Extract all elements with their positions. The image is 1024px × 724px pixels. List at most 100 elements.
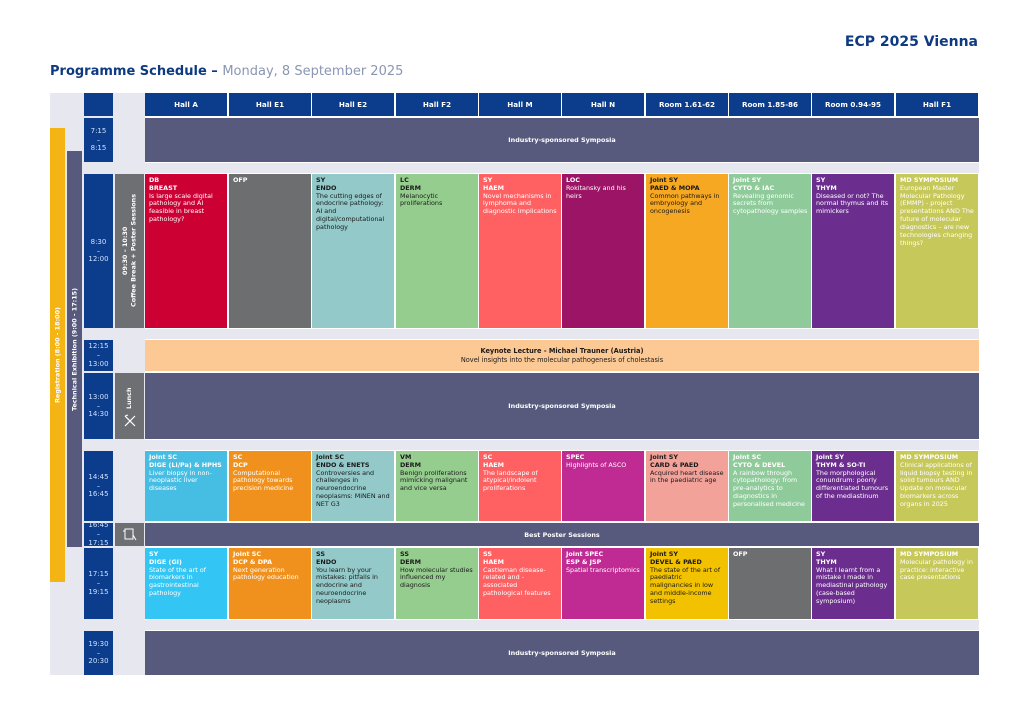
poster-icon-box — [115, 523, 144, 546]
session-cell[interactable]: Joint SC ENDO & ENETS Controversies and ch… — [312, 451, 394, 521]
time-end: 19:15 — [88, 587, 109, 596]
session-group: CARD & PAED — [650, 460, 699, 469]
session-cell[interactable]: SY ENDO The cutting edges of endocrine pat… — [312, 174, 394, 328]
title-date: Monday, 8 September 2025 — [222, 64, 404, 79]
session-cell[interactable]: OFP — [229, 174, 311, 328]
session-type: Joint SC — [149, 453, 178, 461]
time-end: 17:15 — [88, 538, 109, 547]
title-label: Programme Schedule – — [50, 64, 218, 79]
industry-symposia-band: Industry-sponsored Symposia — [145, 631, 979, 675]
time-sep: – — [96, 530, 101, 539]
hall-header: Hall M — [479, 93, 561, 116]
poster-icon — [122, 528, 136, 540]
session-cell[interactable]: SPEC Highlights of ASCO — [562, 451, 644, 521]
session-cell[interactable]: OFP — [729, 548, 811, 619]
session-type: Joint SC — [316, 453, 345, 461]
time-end: 16:45 — [88, 490, 109, 499]
session-group: ENDO & ENETS — [316, 460, 370, 469]
session-type: SS — [316, 550, 325, 558]
session-title: Castleman disease-related and -associate… — [483, 565, 551, 598]
session-title: Controversies and challenges in neuroend… — [316, 468, 390, 508]
session-type: SC — [233, 453, 243, 461]
session-group: THYM — [816, 557, 837, 566]
session-cell[interactable]: Joint SC CYTO & DEVEL A rainbow through cy… — [729, 451, 811, 521]
time-slot: 12:15–13:00 — [84, 340, 113, 371]
coffee-break-bar: 09:30 – 10:30 Coffee Break + Poster Sess… — [115, 174, 144, 328]
session-cell[interactable]: Joint SY DEVEL & PAED The state of the art… — [646, 548, 728, 619]
session-cell[interactable]: MD SYMPOSIUM Clinical applications of liq… — [896, 451, 978, 521]
session-type: DB — [149, 176, 160, 184]
session-group: HAEM — [483, 460, 505, 469]
session-title: Rokitansky and his heirs — [566, 183, 626, 200]
session-type: Joint SY — [650, 453, 679, 461]
session-cell[interactable]: Joint SY CYTO & IAC Revealing genomic secr… — [729, 174, 811, 328]
session-title: What I learnt from a mistake I made in m… — [816, 565, 888, 605]
session-title: The state of the art of paediatric malig… — [650, 565, 721, 605]
session-cell[interactable]: Joint SPEC ESP & JSP Spatial transcriptomi… — [562, 548, 644, 619]
session-cell[interactable]: LC DERM Melanocytic proliferations — [396, 174, 478, 328]
session-title: Common pathways in embryology and oncoge… — [650, 191, 720, 216]
industry-symposia-band: Industry-sponsored Symposia — [145, 118, 979, 162]
session-cell[interactable]: SY THYM Diseased or not? The normal thymus… — [812, 174, 894, 328]
session-cell[interactable]: Joint SC DCP & DPA Next generation patholo… — [229, 548, 311, 619]
session-cell[interactable]: MD SYMPOSIUM European Master Molecular Pa… — [896, 174, 978, 328]
session-cell[interactable]: SY THYM What I learnt from a mistake I mad… — [812, 548, 894, 619]
session-title: The cutting edges of endocrine pathology… — [316, 191, 385, 231]
session-cell[interactable]: Joint SC DIGE (Li/Pa) & HPHS Liver biopsy … — [145, 451, 227, 521]
time-slot: 8:30–12:00 — [84, 174, 113, 328]
time-start: 14:45 — [88, 472, 109, 481]
session-type: SY — [483, 176, 493, 184]
time-slot: 14:45–16:45 — [84, 451, 113, 521]
session-cell[interactable]: SC HAEM The landscape of atypical/indolent… — [479, 451, 561, 521]
session-cell[interactable]: SC DCP Computational pathology towards pre… — [229, 451, 311, 521]
session-type: Joint SPEC — [566, 550, 604, 558]
time-start: 8:30 — [90, 237, 107, 246]
session-group: ESP & JSP — [566, 557, 602, 566]
page-title: Programme Schedule – Monday, 8 September… — [50, 64, 403, 79]
session-cell[interactable]: MD SYMPOSIUM Molecular pathology in pract… — [896, 548, 978, 619]
time-slot: 19:30–20:30 — [84, 631, 113, 675]
session-cell[interactable]: SY HAEM Novel mechanisms in lymphoma and d… — [479, 174, 561, 328]
session-title: Acquired heart disease in the paediatric… — [650, 468, 724, 485]
session-cell[interactable]: LOC Rokitansky and his heirs — [562, 174, 644, 328]
hall-header: Room 0.94-95 — [812, 93, 894, 116]
session-cell[interactable]: Joint SY CARD & PAED Acquired heart diseas… — [646, 451, 728, 521]
time-sep: – — [96, 135, 101, 144]
session-cell[interactable]: DB BREAST Is large scale digital pathology… — [145, 174, 227, 328]
session-type: MD SYMPOSIUM — [900, 550, 959, 558]
session-cell[interactable]: Joint SY THYM & SO-TI The morphological co… — [812, 451, 894, 521]
session-group: CYTO & IAC — [733, 183, 775, 192]
session-type: SS — [400, 550, 409, 558]
session-cell[interactable]: Joint SY PAED & MOPA Common pathways in em… — [646, 174, 728, 328]
keynote-subtitle: Novel insights into the molecular pathog… — [460, 355, 664, 364]
time-start: 19:30 — [88, 639, 109, 648]
time-slot: 7:15–8:15 — [84, 118, 113, 162]
session-type: Joint SC — [233, 550, 262, 558]
session-group: DCP — [233, 460, 248, 469]
session-title: Next generation pathology education — [233, 565, 299, 582]
session-cell[interactable]: SS HAEM Castleman disease-related and -ass… — [479, 548, 561, 619]
session-title: Liver biopsy in non-neoplastic liver dis… — [149, 468, 212, 493]
session-type: Joint SY — [816, 453, 845, 461]
session-title: Diseased or not? The normal thymus and i… — [816, 191, 889, 216]
session-cell[interactable]: SS DERM How molecular studies influenced m… — [396, 548, 478, 619]
session-type: SY — [149, 550, 159, 558]
time-slot: 16:45–17:15 — [84, 521, 113, 547]
time-end: 12:00 — [88, 255, 109, 264]
session-type: LC — [400, 176, 409, 184]
session-type: LOC — [566, 176, 580, 184]
session-cell[interactable]: VM DERM Benign proliferations mimicking ma… — [396, 451, 478, 521]
time-start: 13:00 — [88, 392, 109, 401]
session-type: Joint SY — [650, 176, 679, 184]
keynote-band: Keynote Lecture - Michael Trauner (Austr… — [145, 340, 979, 371]
lunch-box: Lunch — [115, 373, 144, 439]
session-cell[interactable]: SY DIGE (GI) State of the art of biomarker… — [145, 548, 227, 619]
session-cell[interactable]: SS ENDO You learn by your mistakes: pitfal… — [312, 548, 394, 619]
session-group: BREAST — [149, 183, 178, 192]
time-end: 8:15 — [90, 144, 107, 153]
session-type: SS — [483, 550, 492, 558]
session-type: SC — [483, 453, 493, 461]
session-title: Clinical applications of liquid biopsy t… — [900, 460, 973, 508]
industry-symposia-band: Industry-sponsored Symposia — [145, 373, 979, 439]
session-group: THYM — [816, 183, 837, 192]
